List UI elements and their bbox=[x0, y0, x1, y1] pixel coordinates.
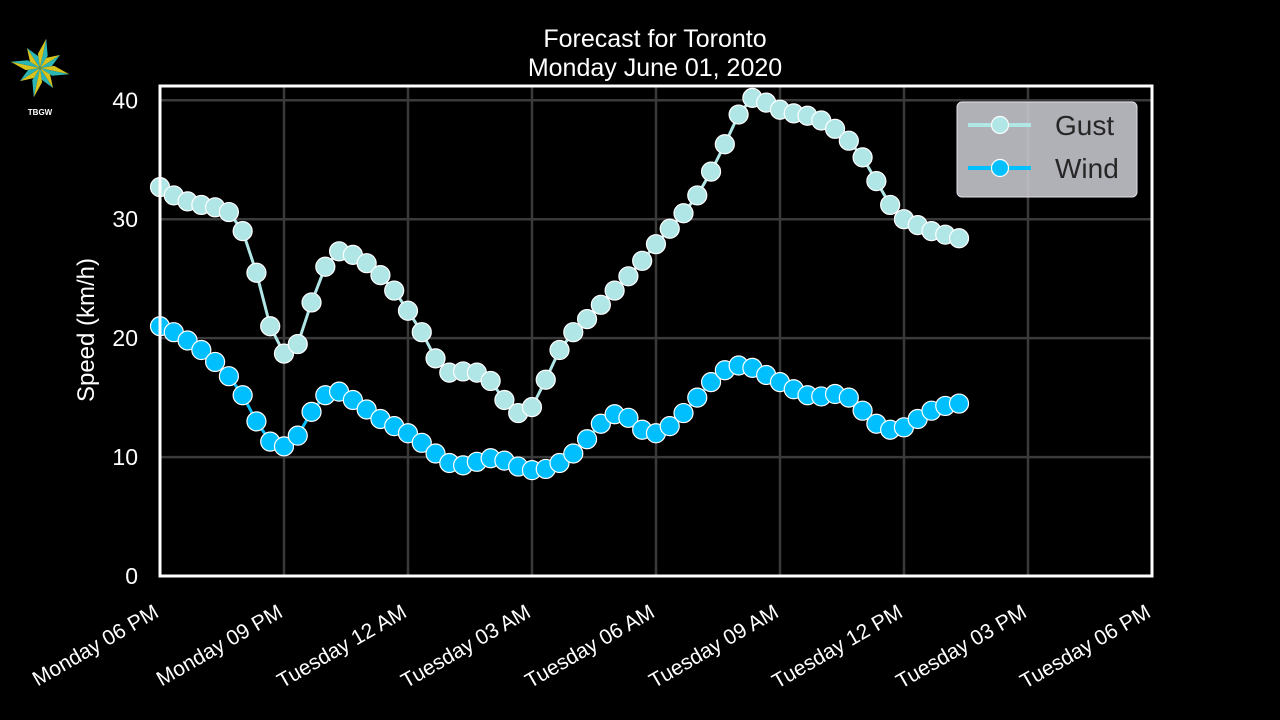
data-point bbox=[273, 436, 295, 457]
data-point bbox=[659, 218, 680, 239]
data-point bbox=[301, 401, 322, 422]
data-point bbox=[590, 413, 611, 434]
data-point bbox=[356, 253, 377, 274]
data-point bbox=[246, 411, 267, 432]
data-point bbox=[852, 400, 873, 421]
legend-label-gust: Gust bbox=[1055, 110, 1114, 141]
data-point bbox=[287, 425, 308, 446]
data-point bbox=[425, 443, 446, 464]
data-point bbox=[659, 416, 680, 437]
data-point bbox=[687, 387, 708, 408]
data-point bbox=[880, 194, 901, 216]
data-point bbox=[494, 389, 515, 411]
x-tick-label: Monday 09 PM bbox=[153, 600, 287, 691]
data-point bbox=[232, 385, 253, 406]
data-point bbox=[728, 104, 749, 125]
data-point bbox=[576, 309, 598, 330]
data-point bbox=[397, 300, 419, 321]
logo bbox=[6, 34, 74, 124]
data-point bbox=[218, 366, 239, 387]
data-point bbox=[645, 234, 667, 255]
series-wind bbox=[149, 316, 970, 481]
data-point bbox=[700, 372, 722, 393]
y-tick-label: 30 bbox=[112, 206, 138, 232]
data-point bbox=[480, 370, 501, 392]
data-point bbox=[673, 402, 694, 424]
data-point bbox=[315, 256, 336, 277]
data-point bbox=[356, 399, 377, 420]
data-point bbox=[232, 220, 253, 242]
x-tick-label: Tuesday 06 AM bbox=[521, 600, 658, 692]
y-tick-label: 20 bbox=[112, 325, 138, 351]
data-point bbox=[177, 330, 198, 351]
data-point bbox=[687, 185, 708, 206]
data-point bbox=[397, 423, 419, 444]
x-tick-label: Tuesday 12 AM bbox=[273, 600, 410, 692]
chart-subtitle: Monday June 01, 2020 bbox=[527, 54, 783, 82]
data-point bbox=[824, 118, 846, 139]
x-tick-label: Tuesday 06 PM bbox=[1016, 600, 1154, 693]
y-tick-label: 0 bbox=[125, 563, 138, 589]
data-point bbox=[301, 292, 322, 313]
data-point bbox=[260, 316, 281, 337]
data-point bbox=[535, 369, 556, 390]
x-tick-label: Tuesday 03 AM bbox=[397, 600, 534, 692]
legend bbox=[956, 101, 1138, 198]
data-point bbox=[838, 387, 859, 408]
data-point bbox=[411, 322, 432, 343]
compass-star-icon bbox=[10, 38, 70, 98]
data-point bbox=[590, 294, 611, 315]
data-point bbox=[618, 407, 639, 428]
x-tick-label: Tuesday 12 PM bbox=[768, 600, 906, 693]
data-point bbox=[563, 322, 584, 343]
y-tick-label: 40 bbox=[112, 87, 138, 113]
data-point bbox=[287, 333, 308, 355]
data-point bbox=[948, 393, 970, 414]
data-point bbox=[549, 452, 570, 474]
data-point bbox=[273, 343, 295, 364]
x-tick-label: Tuesday 09 AM bbox=[645, 600, 782, 692]
data-point bbox=[205, 351, 226, 373]
data-point bbox=[563, 443, 584, 464]
series-gust bbox=[149, 87, 970, 424]
y-tick-label: 10 bbox=[112, 444, 138, 470]
data-point bbox=[191, 339, 212, 361]
legend-label-wind: Wind bbox=[1055, 153, 1119, 184]
data-point bbox=[384, 280, 405, 301]
data-point bbox=[576, 429, 598, 450]
data-point bbox=[714, 134, 735, 155]
data-point bbox=[521, 397, 543, 418]
data-point bbox=[342, 389, 363, 411]
data-point bbox=[866, 171, 887, 192]
data-point bbox=[411, 432, 432, 453]
data-point bbox=[218, 201, 239, 223]
data-point bbox=[852, 147, 873, 168]
data-point bbox=[425, 348, 446, 369]
data-point bbox=[370, 265, 391, 286]
data-point bbox=[549, 339, 570, 361]
data-point bbox=[246, 262, 267, 283]
x-tick-label: Monday 06 PM bbox=[29, 600, 163, 691]
data-point bbox=[604, 280, 625, 301]
data-point bbox=[632, 250, 653, 271]
data-point bbox=[838, 130, 859, 151]
logo-text: TBGW bbox=[27, 108, 53, 117]
x-tick-label: Tuesday 03 PM bbox=[892, 600, 1030, 693]
data-point bbox=[700, 161, 722, 182]
chart-title: Forecast for Toronto bbox=[543, 25, 767, 53]
data-point bbox=[948, 228, 970, 249]
plot-frame bbox=[158, 84, 1154, 578]
data-point bbox=[673, 203, 694, 224]
data-point bbox=[618, 266, 639, 287]
